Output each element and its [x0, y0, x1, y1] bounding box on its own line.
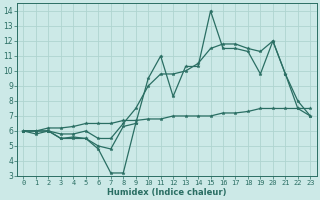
X-axis label: Humidex (Indice chaleur): Humidex (Indice chaleur) [107, 188, 227, 197]
